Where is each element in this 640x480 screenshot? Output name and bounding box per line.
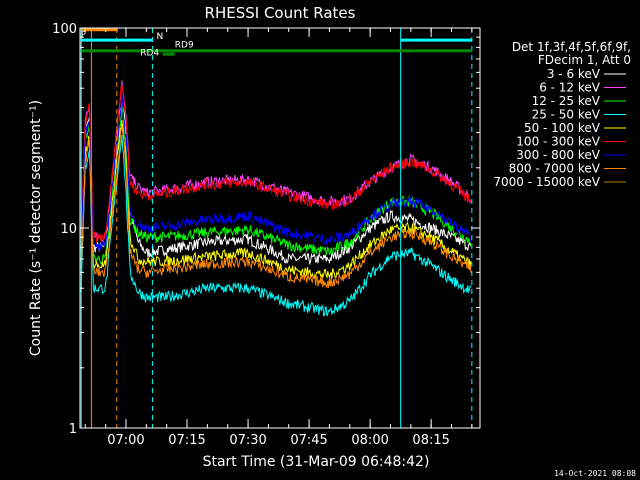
x-axis-label: Start Time (31-Mar-09 06:48:42) (203, 454, 430, 470)
x-tick-label: 08:00 (351, 433, 388, 448)
legend-label-6: 300 - 800 keV (516, 148, 600, 162)
y-tick-label: 10 (60, 222, 77, 237)
x-tick-label: 07:45 (290, 433, 327, 448)
series-line-0 (80, 98, 472, 266)
series-layer (80, 80, 472, 317)
legend-label-2: 12 - 25 keV (532, 94, 601, 108)
corner-label-p: P (81, 30, 86, 39)
series-line-5 (80, 84, 472, 243)
series-line-4 (80, 119, 472, 280)
legend-label-5: 100 - 300 keV (516, 135, 600, 149)
series-line-2 (80, 103, 472, 265)
chart-title: RHESSI Count Rates (205, 4, 356, 22)
legend: Det 1f,3f,4f,5f,6f,9f, FDecim 1, Att 0 3… (493, 40, 631, 189)
series-line-6 (80, 93, 472, 253)
legend-label-4: 50 - 100 keV (524, 121, 601, 135)
flag-label-rd9: RD9 (175, 40, 194, 50)
y-tick-label: 1 (69, 422, 77, 437)
flag-label-rd4: RD4 (140, 48, 159, 58)
legend-header-line-1: Det 1f,3f,4f,5f,6f,9f, (512, 40, 631, 54)
x-tick-label: 07:30 (229, 433, 266, 448)
legend-label-3: 25 - 50 keV (532, 108, 601, 122)
axes-layer: 1 10 100 07:00 07:15 07:30 07:45 08:00 08:15 (52, 22, 480, 448)
series-line-3 (80, 134, 472, 317)
x-tick-label: 07:15 (168, 433, 205, 448)
legend-label-7: 800 - 7000 keV (509, 162, 601, 176)
x-tick-label: 07:00 (107, 433, 144, 448)
legend-label-1: 6 - 12 keV (539, 81, 601, 95)
flag-label-n: N (157, 32, 164, 42)
timestamp: 14-Oct-2021 08:08 (554, 469, 636, 478)
series-line-7 (80, 125, 472, 288)
legend-header-line-2: FDecim 1, Att 0 (538, 53, 631, 67)
legend-label-8: 7000 - 15000 keV (493, 175, 600, 189)
legend-label-0: 3 - 6 keV (547, 67, 601, 81)
y-axis-label: Count Rate (s⁻¹ detector segment⁻¹) (28, 100, 44, 356)
x-tick-label: 08:15 (412, 433, 449, 448)
y-tick-label: 100 (52, 22, 77, 37)
